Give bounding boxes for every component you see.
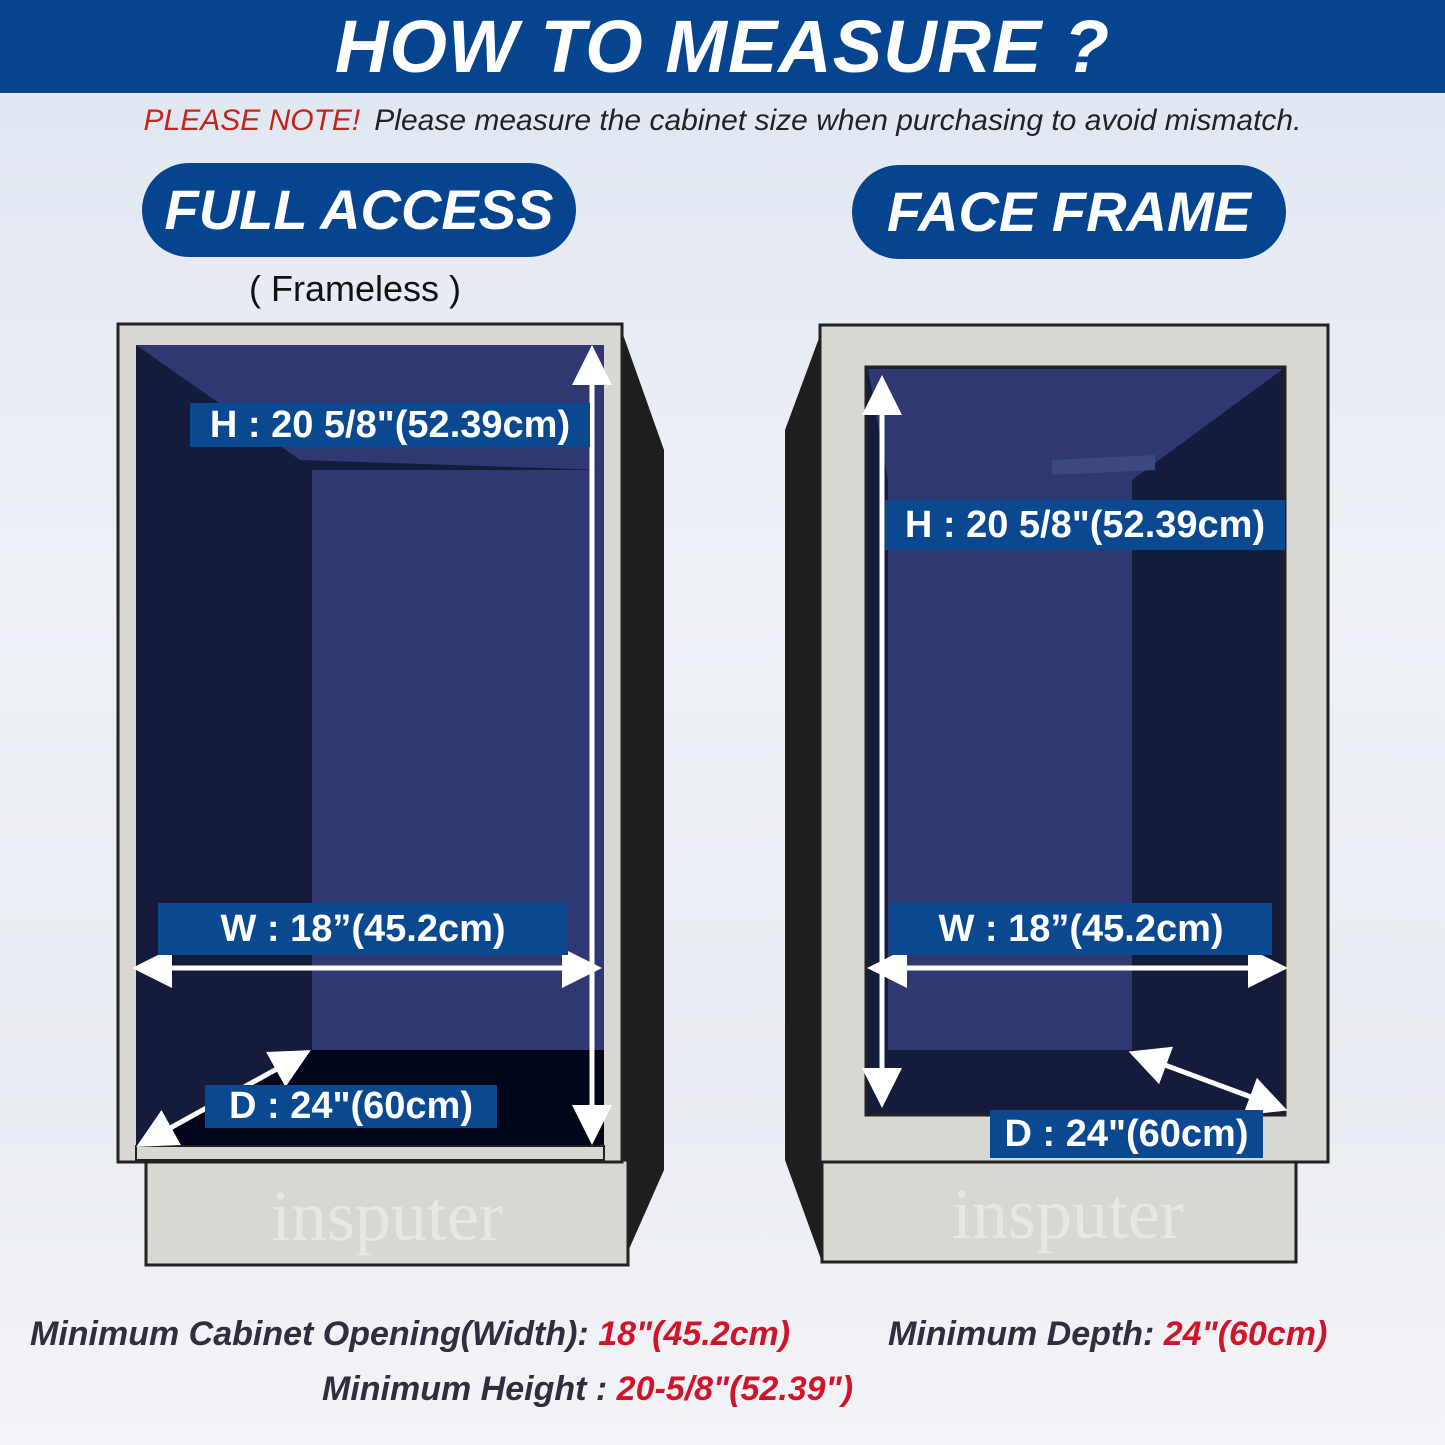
watermark: insputer	[952, 1174, 1184, 1254]
min-width-label: Minimum Cabinet Opening(Width):	[30, 1315, 589, 1353]
full-access-title: FULL ACCESS	[142, 163, 576, 257]
min-height-label: Minimum Height :	[322, 1370, 608, 1408]
face-frame-title: FACE FRAME	[852, 165, 1286, 259]
frameless-subtitle: ( Frameless )	[248, 268, 461, 309]
min-height-requirement: Minimum Height : 20-5/8"(52.39")	[322, 1370, 853, 1409]
face-frame-height-label: H : 20 5/8"(52.39cm)	[885, 500, 1285, 550]
full-access-width-label: W : 18”(45.2cm)	[158, 903, 568, 955]
face-frame-depth-label: D : 24"(60cm)	[990, 1110, 1263, 1158]
full-access-cabinet: insputer	[116, 322, 664, 1267]
full-access-height-label: H : 20 5/8"(52.39cm)	[190, 403, 590, 447]
min-depth-requirement: Minimum Depth: 24"(60cm)	[888, 1315, 1327, 1354]
min-depth-label: Minimum Depth:	[888, 1315, 1155, 1353]
note: PLEASE NOTE! Please measure the cabinet s…	[0, 104, 1445, 138]
face-frame-cabinet: insputer	[785, 323, 1330, 1264]
min-height-value: 20-5/8"(52.39")	[616, 1370, 854, 1408]
min-depth-value: 24"(60cm)	[1163, 1315, 1328, 1353]
watermark: insputer	[271, 1176, 503, 1256]
min-width-requirement: Minimum Cabinet Opening(Width): 18"(45.2…	[30, 1315, 790, 1354]
min-width-value: 18"(45.2cm)	[598, 1315, 791, 1353]
face-frame-width-label: W : 18”(45.2cm)	[890, 903, 1272, 955]
note-label: PLEASE NOTE!	[143, 104, 361, 137]
full-access-depth-label: D : 24"(60cm)	[205, 1085, 497, 1128]
page-title: HOW TO MEASURE ?	[0, 0, 1445, 93]
note-text: Please measure the cabinet size when pur…	[374, 104, 1302, 137]
